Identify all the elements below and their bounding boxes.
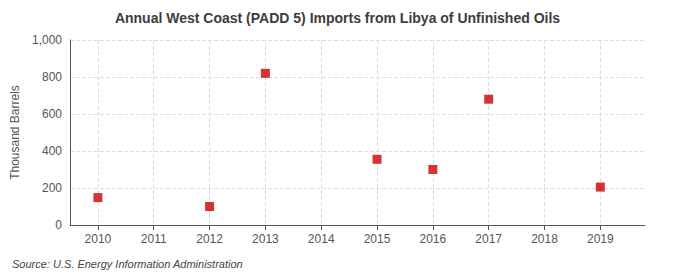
svg-text:800: 800	[42, 70, 62, 84]
svg-text:2012: 2012	[196, 232, 223, 246]
svg-text:2017: 2017	[475, 232, 502, 246]
svg-text:2014: 2014	[308, 232, 335, 246]
svg-text:0: 0	[55, 218, 62, 232]
svg-text:2013: 2013	[252, 232, 279, 246]
svg-text:2016: 2016	[420, 232, 447, 246]
svg-text:Thousand Barrels: Thousand Barrels	[8, 85, 22, 180]
svg-text:2018: 2018	[531, 232, 558, 246]
svg-text:2015: 2015	[364, 232, 391, 246]
svg-text:Annual West Coast (PADD 5) Imp: Annual West Coast (PADD 5) Imports from …	[115, 10, 560, 26]
svg-text:Source: U.S. Energy Informatio: Source: U.S. Energy Information Administ…	[12, 258, 243, 270]
svg-text:600: 600	[42, 107, 62, 121]
svg-text:2019: 2019	[587, 232, 614, 246]
svg-text:2010: 2010	[85, 232, 112, 246]
svg-text:2011: 2011	[141, 232, 167, 246]
svg-text:400: 400	[42, 144, 62, 158]
svg-text:200: 200	[42, 181, 62, 195]
svg-text:1,000: 1,000	[32, 33, 62, 47]
